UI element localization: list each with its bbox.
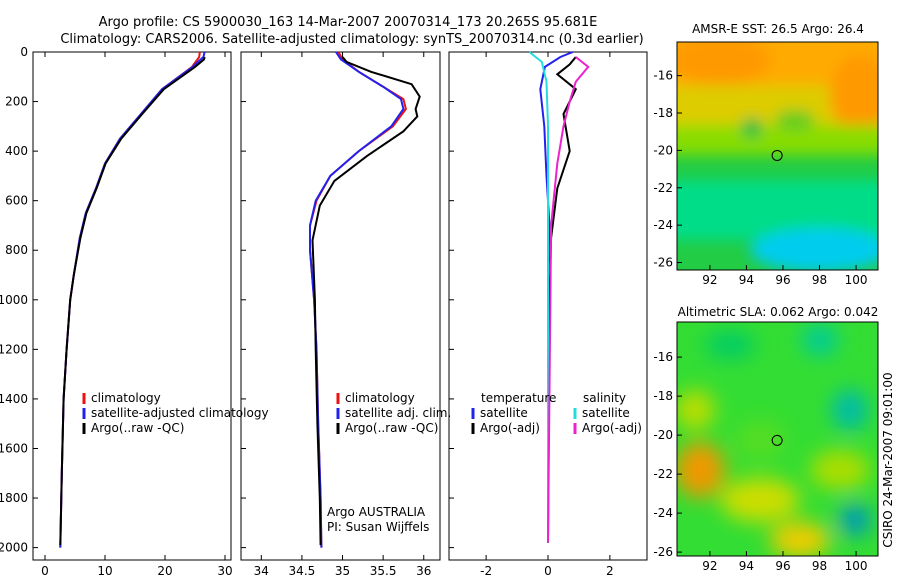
sla_map-ytick-label: -24 [653, 506, 673, 520]
sla_map-ytick-label: -26 [653, 545, 673, 559]
sla_map-ytick-label: -20 [653, 428, 673, 442]
temperature-legend-label: satellite-adjusted climatology [91, 406, 269, 420]
temperature-ytick-label: 600 [5, 194, 28, 208]
figure-title-line2: Climatology: CARS2006. Satellite-adjuste… [60, 32, 643, 47]
sst_map-ytick-label: -18 [653, 106, 673, 120]
temperature-ytick-label: 2000 [0, 541, 28, 555]
salinity-legend-label: Argo(..raw -QC) [345, 421, 438, 435]
temperature-ytick-label: 1800 [0, 491, 28, 505]
temperature-series-2-line [59, 56, 206, 546]
sla_map-ytick-label: -16 [653, 350, 673, 364]
salinity-series-1-line [309, 51, 405, 548]
difference-xtick-label: 0 [544, 564, 552, 578]
salinity-legend-label: climatology [345, 391, 415, 405]
sst_map-ytick-label: -24 [653, 218, 673, 232]
sla-map-title: Altimetric SLA: 0.062 Argo: 0.042 [678, 305, 879, 319]
temperature-ytick-label: 200 [5, 95, 28, 109]
temperature-xtick-label: 10 [97, 564, 112, 578]
salinity-annotation-line2: PI: Susan Wijffels [327, 520, 429, 534]
temperature-legend-label: Argo(..raw -QC) [91, 421, 184, 435]
temperature-axes-frame [32, 51, 232, 561]
temperature-ytick-label: 800 [5, 243, 28, 257]
credit-stamp: CSIRO 24-Mar-2007 09:01:00 [881, 372, 895, 547]
salinity-xtick-label: 35.5 [370, 564, 397, 578]
sla_map-xtick-label: 96 [775, 559, 790, 573]
sla-map-field [677, 322, 878, 556]
difference-legend-header-salinity: salinity [583, 391, 626, 405]
difference-xtick-label: 2 [606, 564, 614, 578]
temperature-xtick-label: 0 [41, 564, 49, 578]
temperature-ytick-label: 400 [5, 144, 28, 158]
salinity-legend-label: satellite adj. clim. [345, 406, 451, 420]
salinity-series-2-line [311, 56, 421, 546]
figure-title-line1: Argo profile: CS 5900030_163 14-Mar-2007… [99, 15, 598, 30]
salinity-xtick-label: 35 [335, 564, 350, 578]
difference-xtick-label: -2 [480, 564, 492, 578]
sla_map-ytick-label: -18 [653, 389, 673, 403]
salinity-xtick-label: 36 [416, 564, 431, 578]
salinity-annotation-line1: Argo AUSTRALIA [327, 505, 426, 519]
sla_map-xtick-label: 98 [812, 559, 827, 573]
temperature-xtick-label: 30 [217, 564, 232, 578]
sla_map-argo-marker [771, 434, 783, 446]
sst_map-xtick-label: 94 [739, 273, 754, 287]
sst_map-ytick-label: -20 [653, 143, 673, 157]
difference-legend-label: satellite [480, 406, 528, 420]
temperature-ytick-label: 0 [20, 45, 28, 59]
salinity-xtick-label: 34.5 [289, 564, 316, 578]
sla_map-frame [676, 321, 879, 557]
temperature-ytick-label: 1600 [0, 441, 28, 455]
sst_map-ytick-label: -22 [653, 181, 673, 195]
temperature-xtick-label: 20 [157, 564, 172, 578]
sst_map-xtick-label: 100 [845, 273, 868, 287]
sla_map-ytick-label: -22 [653, 467, 673, 481]
difference-legend-label: satellite [582, 406, 630, 420]
sst_map-argo-marker [771, 149, 783, 161]
difference-series-0-line [539, 51, 574, 543]
temperature-legend-label: climatology [91, 391, 161, 405]
sst_map-xtick-label: 96 [775, 273, 790, 287]
difference-legend-label: Argo(-adj) [480, 421, 540, 435]
salinity-axes-frame [240, 51, 441, 561]
sst_map-frame [676, 41, 879, 271]
plot-layer: 0 10 20 30020040060080010001200140016001800… [0, 41, 879, 584]
sla_map-xtick-label: 100 [845, 559, 868, 573]
sst-map-field [677, 42, 878, 270]
difference-legend-label: Argo(-adj) [582, 421, 642, 435]
sst_map-ytick-label: -16 [653, 69, 673, 83]
sst_map-ytick-label: -26 [653, 256, 673, 270]
sst-map-title: AMSR-E SST: 26.5 Argo: 26.4 [692, 22, 864, 36]
temperature-ytick-label: 1200 [0, 342, 28, 356]
sla_map-xtick-label: 92 [702, 559, 717, 573]
difference-series-2-line [528, 51, 549, 543]
sla_map-xtick-label: 94 [739, 559, 754, 573]
salinity-xtick-label: 34 [254, 564, 269, 578]
difference-legend-header-temperature: temperature [481, 391, 556, 405]
sst_map-xtick-label: 92 [702, 273, 717, 287]
temperature-ytick-label: 1400 [0, 392, 28, 406]
temperature-ytick-label: 1000 [0, 293, 28, 307]
difference-series-3-line [547, 56, 590, 543]
sst_map-xtick-label: 98 [812, 273, 827, 287]
